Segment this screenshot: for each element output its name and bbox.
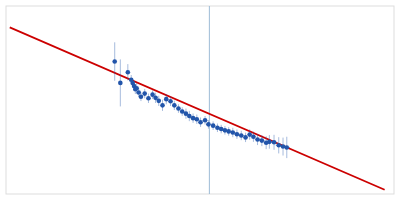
- point: [260, 138, 265, 143]
- point: [195, 117, 200, 122]
- point: [211, 123, 216, 128]
- point: [160, 103, 165, 108]
- point: [118, 81, 123, 86]
- point: [267, 140, 272, 145]
- point: [168, 99, 173, 104]
- point: [139, 94, 144, 99]
- point: [255, 137, 260, 142]
- point: [146, 96, 151, 101]
- point: [272, 140, 277, 145]
- point: [172, 103, 177, 108]
- point: [226, 129, 231, 134]
- plot-area: [10, 6, 385, 194]
- point: [198, 120, 203, 125]
- chart: [0, 0, 400, 200]
- point: [284, 145, 289, 150]
- points: [112, 59, 289, 149]
- error-bars: [113, 42, 290, 158]
- point: [203, 118, 208, 123]
- point: [276, 143, 281, 148]
- point: [136, 90, 141, 95]
- point: [164, 97, 169, 102]
- point: [142, 91, 147, 96]
- point: [243, 135, 248, 140]
- vertical-line: [209, 6, 210, 194]
- point: [156, 99, 161, 104]
- point: [251, 134, 256, 139]
- fit-line: [10, 27, 385, 189]
- point: [126, 70, 131, 75]
- point: [206, 122, 211, 127]
- plot-frame: [6, 6, 394, 194]
- point: [176, 106, 181, 111]
- point: [231, 130, 236, 135]
- point: [239, 133, 244, 138]
- point: [112, 59, 117, 64]
- point: [235, 132, 240, 137]
- point: [134, 86, 139, 91]
